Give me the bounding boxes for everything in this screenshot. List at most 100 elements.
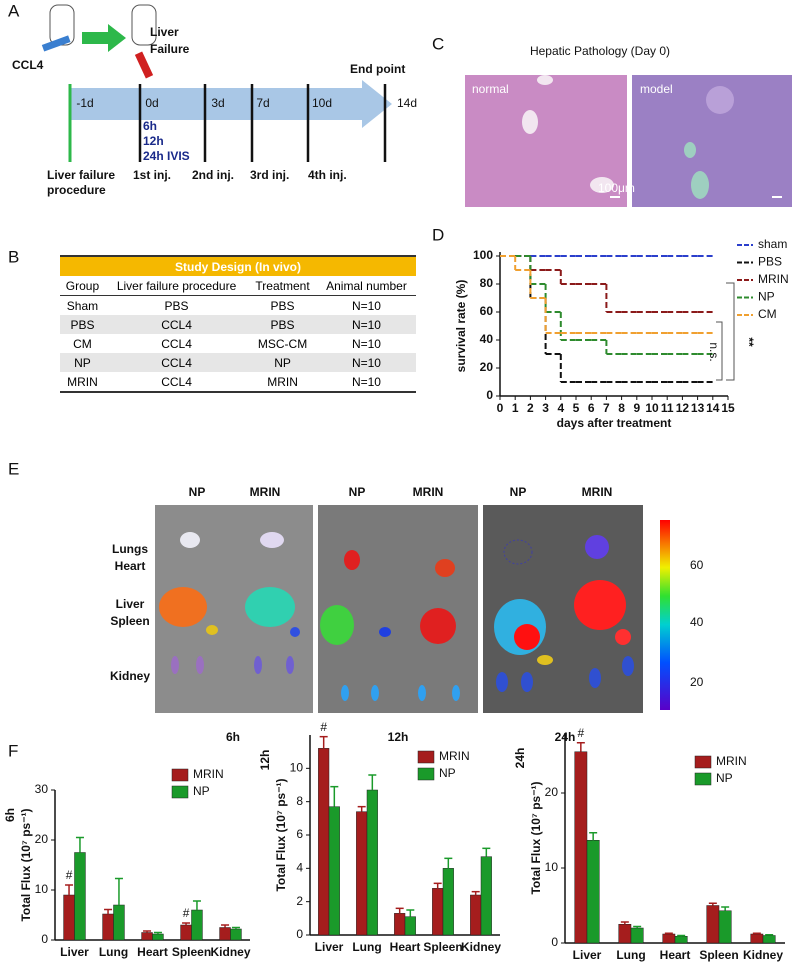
organ-signal — [320, 605, 354, 645]
x-tick-label: Liver — [315, 940, 344, 954]
organ-signal — [260, 532, 284, 548]
bar — [750, 933, 764, 944]
organ-signal — [180, 532, 200, 548]
y-tick-label: 2 — [296, 894, 303, 908]
syringe-icon — [134, 51, 154, 79]
histology-vessel — [522, 110, 538, 134]
legend-label: sham — [758, 237, 787, 251]
bar — [356, 811, 368, 936]
table-row: Sham PBS PBS N=10 — [60, 296, 416, 316]
imaging-time: 24h IVIS — [143, 149, 190, 163]
organ-signal — [435, 559, 455, 577]
table-row: PBS CCL4 PBS N=10 — [60, 315, 416, 334]
legend-swatch — [171, 768, 189, 782]
label-procedure: Liver failure — [47, 168, 115, 182]
annotation: # — [320, 720, 327, 734]
panel-label: D — [432, 225, 444, 244]
x-tick-label: 2 — [527, 401, 534, 415]
y-axis-label: Total Flux (10⁷ ps⁻¹) — [529, 781, 543, 894]
x-tick-label: Kidney — [210, 945, 250, 959]
x-tick-label: 0 — [497, 401, 504, 415]
column-label: MRIN — [250, 485, 281, 499]
label-liver-failure: Liver — [150, 25, 179, 39]
histology-vessel — [590, 177, 614, 193]
colorbar-tick: 60 — [690, 558, 704, 572]
x-tick-label: Liver — [573, 948, 602, 962]
y-tick-label: 20 — [545, 785, 559, 799]
organ-signal — [503, 539, 533, 565]
x-tick-label: 1 — [512, 401, 519, 415]
table-header-cell: Animal number — [316, 276, 416, 296]
x-tick-label: Spleen — [699, 948, 738, 962]
organ-signal — [171, 656, 179, 674]
x-axis-label: days after treatment — [557, 416, 672, 430]
organ-signal — [615, 629, 631, 645]
y-axis-time: 12h — [258, 750, 272, 771]
legend-label: NP — [758, 290, 775, 304]
table-cell: N=10 — [316, 315, 416, 334]
legend-label: NP — [193, 784, 210, 798]
y-tick-label: 100 — [473, 248, 493, 262]
timeline — [70, 80, 392, 128]
table-cell: NP — [248, 353, 317, 372]
bar — [630, 927, 644, 944]
y-axis-label: Total Flux (10⁷ ps⁻¹) — [19, 808, 33, 921]
y-tick-label: 10 — [35, 882, 49, 896]
y-tick-label: 60 — [480, 304, 494, 318]
y-tick-label: 0 — [41, 932, 48, 946]
day-label: 14d — [397, 96, 417, 110]
colorbar-tick: 20 — [690, 675, 704, 689]
y-axis-time: 24h — [513, 748, 527, 769]
table-cell: PBS — [248, 315, 317, 334]
y-axis-time: 6h — [3, 808, 17, 822]
bar — [63, 894, 75, 941]
bar — [180, 924, 192, 941]
organ-signal — [371, 685, 379, 701]
legend-label: NP — [716, 771, 733, 785]
legend-swatch — [694, 772, 712, 786]
table-header-cell: Treatment — [248, 276, 317, 296]
organ-signal — [420, 608, 456, 644]
organ-signal — [418, 685, 426, 701]
bar — [328, 806, 340, 936]
bar — [674, 936, 688, 944]
organ-signal — [585, 535, 609, 559]
day-label: 7d — [256, 96, 269, 110]
table-header-cell: Liver failure procedure — [104, 276, 249, 296]
table-cell: MRIN — [248, 372, 317, 393]
x-tick-label: 12 — [676, 401, 690, 415]
table-cell: CCL4 — [104, 353, 249, 372]
table-cell: CCL4 — [161, 336, 192, 351]
table-cell: N=10 — [316, 372, 416, 393]
label-liver-failure: Failure — [150, 42, 190, 56]
organ-label: Kidney — [110, 669, 150, 683]
annotation: # — [66, 868, 73, 882]
y-tick-label: 80 — [480, 276, 494, 290]
annotation: n.s. — [707, 342, 721, 361]
table-cell: MSC-CM — [257, 336, 308, 351]
organ-signal — [344, 550, 360, 570]
bar — [470, 894, 482, 936]
table-cell: PBS — [60, 315, 105, 334]
panel-label: E — [8, 459, 19, 478]
table-cell: CCL4 — [104, 315, 249, 334]
injection-label: 2nd inj. — [192, 168, 234, 182]
legend-swatch — [417, 750, 435, 764]
organ-label: Spleen — [110, 614, 149, 628]
imaging-time: 12h — [143, 134, 164, 148]
image-label: normal — [472, 82, 509, 96]
bar — [230, 928, 242, 941]
bar — [74, 852, 86, 941]
bar — [404, 916, 416, 936]
arrow — [82, 24, 126, 52]
histology-vessel — [684, 142, 696, 158]
table-cell: N=10 — [316, 353, 416, 372]
day-label: 10d — [312, 96, 332, 110]
annotation: # — [183, 906, 190, 920]
y-tick-label: 20 — [480, 360, 494, 374]
x-tick-label: Kidney — [461, 940, 501, 954]
x-tick-label: 14 — [706, 401, 720, 415]
x-tick-label: Lung — [352, 940, 381, 954]
panel-title: Hepatic Pathology (Day 0) — [530, 44, 670, 58]
